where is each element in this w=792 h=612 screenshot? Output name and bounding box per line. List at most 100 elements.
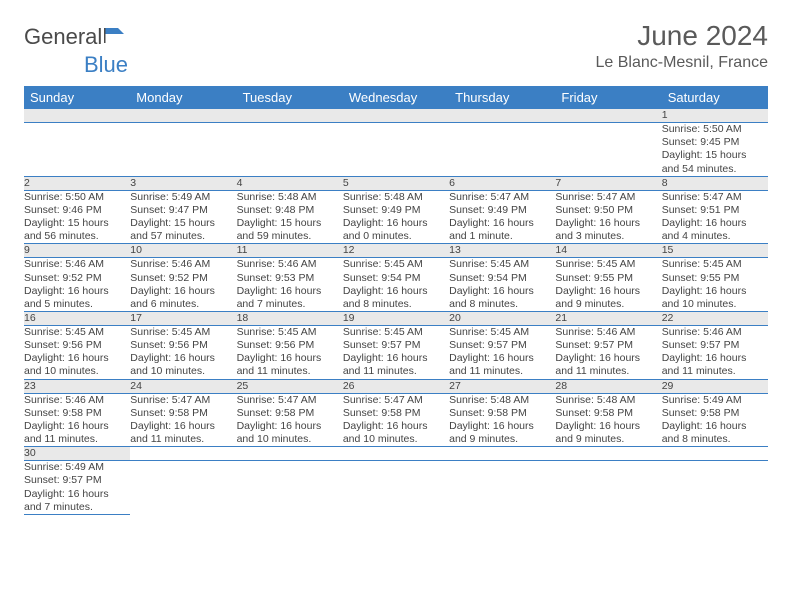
day-number-cell	[343, 109, 449, 123]
day-number-cell: 25	[237, 379, 343, 393]
logo-text-blue: Blue	[84, 52, 128, 78]
day-detail-cell	[449, 461, 555, 515]
day-header: Thursday	[449, 86, 555, 109]
day-number-cell: 22	[662, 311, 768, 325]
day-number-cell: 30	[24, 447, 130, 461]
day-detail-cell: Sunrise: 5:45 AMSunset: 9:54 PMDaylight:…	[343, 258, 449, 312]
day-header: Monday	[130, 86, 236, 109]
day-number-cell: 26	[343, 379, 449, 393]
day-detail-cell: Sunrise: 5:47 AMSunset: 9:58 PMDaylight:…	[130, 393, 236, 447]
day-number-cell: 27	[449, 379, 555, 393]
day-detail-cell: Sunrise: 5:46 AMSunset: 9:52 PMDaylight:…	[24, 258, 130, 312]
day-number-cell: 9	[24, 244, 130, 258]
logo: General	[24, 24, 126, 50]
day-detail-cell	[343, 123, 449, 177]
day-detail-cell	[555, 461, 661, 515]
day-detail-cell: Sunrise: 5:49 AMSunset: 9:47 PMDaylight:…	[130, 190, 236, 244]
day-detail-cell	[130, 461, 236, 515]
day-number-cell	[130, 447, 236, 461]
day-number-cell: 16	[24, 311, 130, 325]
day-detail-cell: Sunrise: 5:46 AMSunset: 9:52 PMDaylight:…	[130, 258, 236, 312]
day-number-cell: 20	[449, 311, 555, 325]
day-detail-cell: Sunrise: 5:46 AMSunset: 9:53 PMDaylight:…	[237, 258, 343, 312]
day-detail-cell	[343, 461, 449, 515]
day-detail-cell: Sunrise: 5:45 AMSunset: 9:57 PMDaylight:…	[343, 326, 449, 380]
day-number-cell: 1	[662, 109, 768, 123]
day-header: Tuesday	[237, 86, 343, 109]
day-detail-cell: Sunrise: 5:45 AMSunset: 9:54 PMDaylight:…	[449, 258, 555, 312]
day-detail-cell: Sunrise: 5:47 AMSunset: 9:49 PMDaylight:…	[449, 190, 555, 244]
day-detail-cell: Sunrise: 5:47 AMSunset: 9:58 PMDaylight:…	[237, 393, 343, 447]
day-number-cell: 24	[130, 379, 236, 393]
day-detail-cell	[130, 123, 236, 177]
calendar-table: SundayMondayTuesdayWednesdayThursdayFrid…	[24, 86, 768, 515]
day-header: Sunday	[24, 86, 130, 109]
day-detail-cell	[555, 123, 661, 177]
day-detail-cell: Sunrise: 5:47 AMSunset: 9:51 PMDaylight:…	[662, 190, 768, 244]
day-detail-cell: Sunrise: 5:48 AMSunset: 9:58 PMDaylight:…	[555, 393, 661, 447]
day-number-cell	[555, 447, 661, 461]
day-detail-cell: Sunrise: 5:50 AMSunset: 9:45 PMDaylight:…	[662, 123, 768, 177]
day-detail-cell: Sunrise: 5:45 AMSunset: 9:57 PMDaylight:…	[449, 326, 555, 380]
day-detail-cell: Sunrise: 5:48 AMSunset: 9:58 PMDaylight:…	[449, 393, 555, 447]
day-number-cell	[130, 109, 236, 123]
day-detail-cell	[449, 123, 555, 177]
month-title: June 2024	[595, 20, 768, 52]
day-detail-cell: Sunrise: 5:49 AMSunset: 9:57 PMDaylight:…	[24, 461, 130, 515]
logo-flag-icon	[104, 24, 126, 50]
day-detail-cell: Sunrise: 5:47 AMSunset: 9:58 PMDaylight:…	[343, 393, 449, 447]
day-detail-cell	[662, 461, 768, 515]
day-detail-cell: Sunrise: 5:45 AMSunset: 9:55 PMDaylight:…	[555, 258, 661, 312]
day-number-cell: 5	[343, 176, 449, 190]
day-detail-cell: Sunrise: 5:45 AMSunset: 9:55 PMDaylight:…	[662, 258, 768, 312]
day-number-cell: 28	[555, 379, 661, 393]
day-number-cell: 18	[237, 311, 343, 325]
day-number-cell	[343, 447, 449, 461]
day-number-cell	[449, 109, 555, 123]
day-detail-cell: Sunrise: 5:49 AMSunset: 9:58 PMDaylight:…	[662, 393, 768, 447]
logo-text-general: General	[24, 24, 102, 50]
day-number-cell: 4	[237, 176, 343, 190]
day-number-cell: 7	[555, 176, 661, 190]
day-number-cell: 10	[130, 244, 236, 258]
day-number-cell	[24, 109, 130, 123]
day-number-cell: 14	[555, 244, 661, 258]
day-number-cell: 8	[662, 176, 768, 190]
day-detail-cell	[237, 123, 343, 177]
day-detail-cell: Sunrise: 5:50 AMSunset: 9:46 PMDaylight:…	[24, 190, 130, 244]
day-number-cell: 13	[449, 244, 555, 258]
day-number-cell: 29	[662, 379, 768, 393]
day-detail-cell: Sunrise: 5:45 AMSunset: 9:56 PMDaylight:…	[237, 326, 343, 380]
day-header: Saturday	[662, 86, 768, 109]
day-detail-cell	[24, 123, 130, 177]
day-detail-cell	[237, 461, 343, 515]
location: Le Blanc-Mesnil, France	[595, 54, 768, 72]
day-number-cell	[237, 447, 343, 461]
day-number-cell	[662, 447, 768, 461]
day-number-cell	[237, 109, 343, 123]
day-detail-cell: Sunrise: 5:48 AMSunset: 9:48 PMDaylight:…	[237, 190, 343, 244]
day-number-cell: 17	[130, 311, 236, 325]
day-detail-cell: Sunrise: 5:45 AMSunset: 9:56 PMDaylight:…	[130, 326, 236, 380]
day-detail-cell: Sunrise: 5:46 AMSunset: 9:57 PMDaylight:…	[555, 326, 661, 380]
day-number-cell: 19	[343, 311, 449, 325]
day-detail-cell: Sunrise: 5:45 AMSunset: 9:56 PMDaylight:…	[24, 326, 130, 380]
day-detail-cell: Sunrise: 5:48 AMSunset: 9:49 PMDaylight:…	[343, 190, 449, 244]
title-block: June 2024 Le Blanc-Mesnil, France	[595, 20, 768, 72]
day-number-cell	[555, 109, 661, 123]
day-number-cell: 12	[343, 244, 449, 258]
day-header: Wednesday	[343, 86, 449, 109]
day-number-cell: 3	[130, 176, 236, 190]
day-number-cell: 15	[662, 244, 768, 258]
day-number-cell: 6	[449, 176, 555, 190]
day-number-cell: 23	[24, 379, 130, 393]
day-number-cell: 2	[24, 176, 130, 190]
day-detail-cell: Sunrise: 5:46 AMSunset: 9:57 PMDaylight:…	[662, 326, 768, 380]
day-number-cell: 21	[555, 311, 661, 325]
calendar-head: SundayMondayTuesdayWednesdayThursdayFrid…	[24, 86, 768, 109]
day-number-cell: 11	[237, 244, 343, 258]
calendar-body: 1Sunrise: 5:50 AMSunset: 9:45 PMDaylight…	[24, 109, 768, 514]
day-detail-cell: Sunrise: 5:47 AMSunset: 9:50 PMDaylight:…	[555, 190, 661, 244]
day-number-cell	[449, 447, 555, 461]
day-header: Friday	[555, 86, 661, 109]
